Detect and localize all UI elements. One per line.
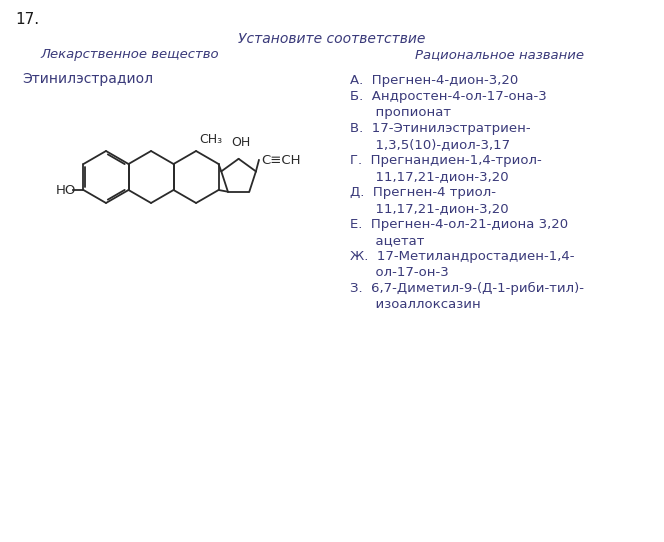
Text: Ж.  17-Метиландростадиен-1,4-: Ж. 17-Метиландростадиен-1,4- [350,250,574,263]
Text: Этинилэстрадиол: Этинилэстрадиол [22,72,153,86]
Text: 1,3,5(10)-диол-3,17: 1,3,5(10)-диол-3,17 [350,138,510,151]
Text: ол-17-он-3: ол-17-он-3 [350,266,449,279]
Text: C≡CH: C≡CH [261,153,300,166]
Text: CH₃: CH₃ [199,133,222,146]
Text: Установите соответствие: Установите соответствие [238,32,426,46]
Text: 17.: 17. [15,12,39,27]
Text: OH: OH [231,136,250,149]
Text: пропионат: пропионат [350,106,451,119]
Text: Лекарственное вещество: Лекарственное вещество [41,48,219,61]
Text: 11,17,21-дион-3,20: 11,17,21-дион-3,20 [350,170,509,183]
Text: Е.  Прегнен-4-ол-21-диона 3,20: Е. Прегнен-4-ол-21-диона 3,20 [350,218,568,231]
Text: В.  17-Этинилэстратриен-: В. 17-Этинилэстратриен- [350,122,531,135]
Text: HO: HO [56,184,76,197]
Text: А.  Прегнен-4-дион-3,20: А. Прегнен-4-дион-3,20 [350,74,518,87]
Text: ацетат: ацетат [350,234,424,247]
Text: З.  6,7-Диметил-9-(Д-1-риби-тил)-: З. 6,7-Диметил-9-(Д-1-риби-тил)- [350,282,584,295]
Text: Г.  Прегнандиен-1,4-триол-: Г. Прегнандиен-1,4-триол- [350,154,542,167]
Text: Б.  Андростен-4-ол-17-она-3: Б. Андростен-4-ол-17-она-3 [350,90,546,103]
Text: изоаллоксазин: изоаллоксазин [350,298,481,311]
Text: Д.  Прегнен-4 триол-: Д. Прегнен-4 триол- [350,186,496,199]
Text: Рациональное название: Рациональное название [416,48,584,61]
Text: 11,17,21-дион-3,20: 11,17,21-дион-3,20 [350,202,509,215]
